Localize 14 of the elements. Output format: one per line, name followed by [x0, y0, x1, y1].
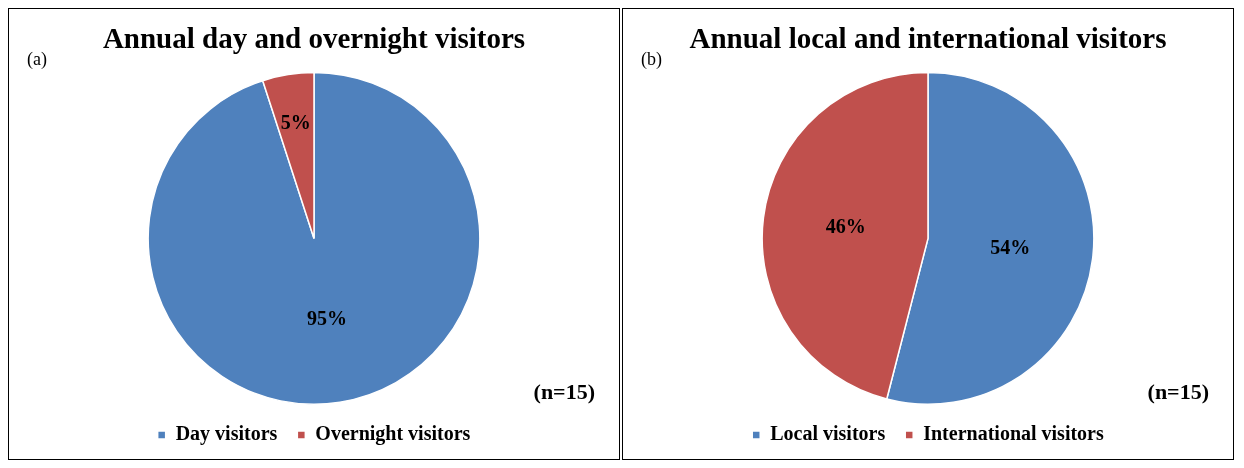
chart-title: Annual day and overnight visitors — [102, 21, 526, 54]
data-label: 95% — [306, 307, 347, 330]
legend-label: Local visitors — [770, 422, 886, 445]
text: (n=15) — [533, 379, 595, 405]
data-label: 46% — [825, 215, 866, 238]
data-label: 54% — [990, 235, 1031, 258]
legend-label: International visitors — [923, 422, 1104, 445]
data-label: 5% — [280, 110, 311, 133]
chart-title: Annual local and international visitors — [689, 21, 1167, 54]
text: (a) — [27, 49, 47, 70]
legend-label: Day visitors — [175, 422, 278, 446]
text: (b) — [641, 49, 662, 70]
text: (n=15) — [1147, 379, 1209, 405]
legend-label: Overnight visitors — [315, 422, 471, 446]
